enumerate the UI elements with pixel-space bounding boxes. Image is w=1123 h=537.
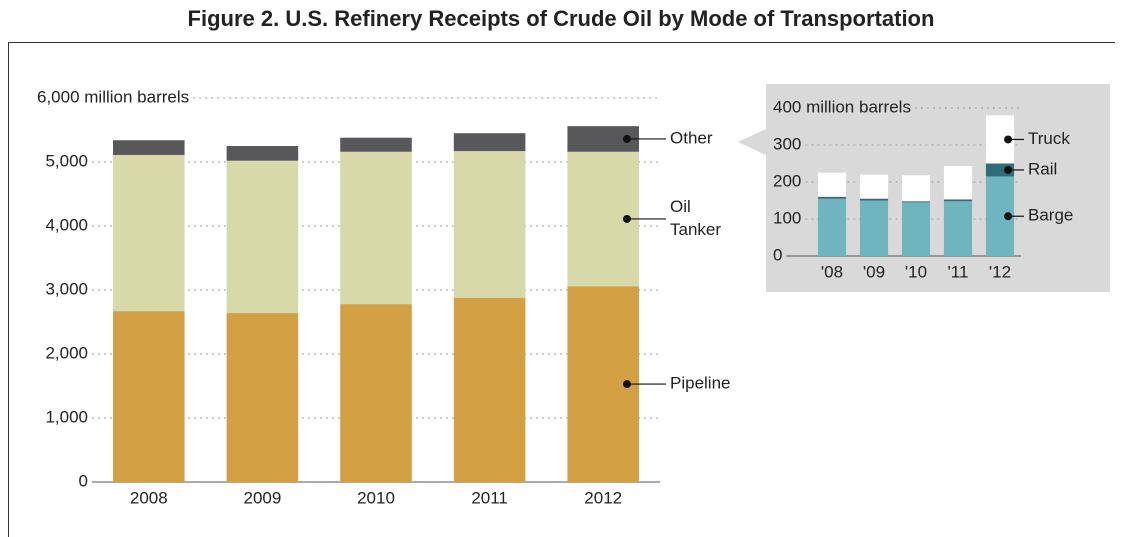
- bar-segment: [226, 146, 299, 161]
- chart-title: Figure 2. U.S. Refinery Receipts of Crud…: [188, 6, 935, 31]
- y-tick-label: 300: [773, 134, 801, 153]
- bar-segment: [943, 199, 973, 202]
- y-tick-label: 1,000: [45, 407, 88, 426]
- bar-segment: [817, 172, 847, 197]
- legend-label: Pipeline: [670, 374, 731, 393]
- bar-segment: [340, 137, 412, 152]
- y-tick-label: 0: [773, 245, 782, 264]
- bar-segment: [943, 166, 973, 200]
- bar-segment: [113, 140, 185, 155]
- bar-segment: [943, 201, 973, 256]
- y-tick-label: 5,000: [45, 151, 88, 170]
- bar-segment: [226, 160, 299, 314]
- frame: [8, 42, 1115, 537]
- x-tick-label: '12: [989, 262, 1011, 281]
- y-tick-label: 100: [773, 208, 801, 227]
- y-tick-label: 0: [79, 471, 88, 490]
- x-tick-label: 2010: [357, 488, 395, 507]
- bar-segment: [226, 313, 299, 482]
- x-tick-label: 2012: [584, 488, 622, 507]
- legend-label: Other: [670, 128, 713, 147]
- x-tick-label: 2009: [243, 488, 281, 507]
- x-tick-label: 2011: [471, 488, 508, 507]
- x-tick-label: '09: [863, 262, 885, 281]
- legend-label: Oil Tanker: [670, 197, 721, 239]
- bar-segment: [817, 196, 847, 199]
- x-tick-label: '10: [905, 262, 927, 281]
- bar-segment: [453, 297, 526, 482]
- bar-segment: [453, 151, 526, 298]
- bar-segment: [901, 201, 931, 203]
- x-tick-label: '11: [948, 262, 969, 281]
- x-tick-label: '08: [821, 262, 843, 281]
- y-tick-label: 2,000: [45, 343, 88, 362]
- y-tick-label: 4,000: [45, 215, 88, 234]
- y-tick-label: 6,000 million barrels: [37, 87, 189, 106]
- bar-segment: [340, 304, 412, 482]
- bar-segment: [859, 200, 889, 256]
- legend-label: Barge: [1028, 206, 1073, 225]
- bar-segment: [859, 198, 889, 201]
- bar-segment: [817, 198, 847, 256]
- x-tick-label: 2008: [130, 488, 168, 507]
- bar-segment: [113, 154, 185, 312]
- bar-segment: [453, 133, 526, 152]
- bar-segment: [340, 151, 412, 305]
- bar-segment: [901, 175, 931, 202]
- legend-label: Rail: [1028, 159, 1057, 178]
- bar-segment: [859, 174, 889, 199]
- y-tick-label: 400 million barrels: [773, 97, 911, 116]
- bar-segment: [901, 202, 931, 256]
- legend-label: Truck: [1028, 129, 1070, 148]
- y-tick-label: 3,000: [45, 279, 88, 298]
- bar-segment: [113, 311, 185, 482]
- y-tick-label: 200: [773, 171, 801, 190]
